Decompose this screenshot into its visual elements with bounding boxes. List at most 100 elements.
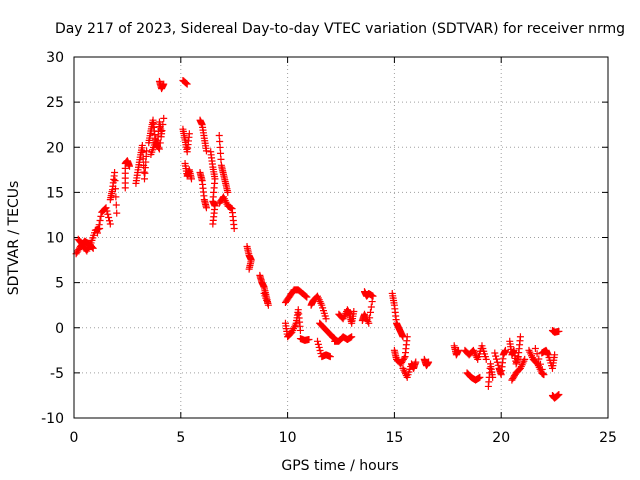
data-point	[314, 340, 322, 348]
data-point	[96, 217, 104, 225]
data-point	[185, 130, 193, 138]
plot-frame	[73, 56, 609, 419]
data-point	[296, 326, 304, 334]
data-point	[516, 333, 524, 341]
data-point	[224, 188, 232, 196]
data-point	[158, 127, 166, 135]
data-point	[215, 132, 223, 140]
data-point	[155, 145, 163, 153]
data-point	[326, 353, 334, 361]
y-tick-label: -5	[50, 366, 64, 382]
data-point	[305, 335, 313, 343]
data-point	[400, 354, 408, 362]
data-point	[182, 79, 190, 87]
data-point	[482, 355, 490, 363]
x-tick-label: 0	[70, 430, 79, 446]
data-points	[72, 76, 563, 402]
data-point	[315, 343, 323, 351]
data-point	[85, 242, 93, 250]
x-tick-label: 15	[385, 430, 403, 446]
data-point	[202, 147, 210, 155]
data-point	[160, 80, 168, 88]
data-point	[138, 141, 146, 149]
data-point	[454, 346, 462, 354]
x-tick-label: 20	[492, 430, 510, 446]
data-point	[85, 244, 93, 252]
data-point	[489, 373, 497, 381]
data-point	[111, 177, 119, 185]
data-point	[157, 133, 165, 141]
y-axis-label: SDTVAR / TECUs	[6, 181, 22, 296]
data-point	[95, 221, 103, 229]
data-point	[538, 365, 546, 373]
data-point	[83, 247, 91, 255]
data-point	[501, 346, 509, 354]
data-point	[86, 241, 94, 249]
data-point	[531, 345, 539, 353]
data-point	[230, 224, 238, 232]
data-point	[143, 147, 151, 155]
data-point	[348, 333, 356, 341]
tick-labels: 0 5 10 15 20 25 -10 -5 0 5 10 15 20 25 30	[41, 50, 617, 446]
x-tick-label: 10	[279, 430, 297, 446]
x-tick-label: 25	[599, 430, 617, 446]
data-point	[93, 229, 101, 237]
data-point	[535, 355, 543, 363]
data-point	[97, 212, 105, 220]
data-point	[106, 220, 114, 228]
data-point	[112, 193, 120, 201]
data-point	[104, 210, 112, 218]
data-point	[493, 355, 501, 363]
data-point	[521, 355, 529, 363]
data-point	[555, 391, 563, 399]
y-tick-label: 25	[46, 95, 64, 111]
data-point	[105, 213, 113, 221]
y-tick-label: 5	[55, 276, 64, 292]
data-point	[216, 143, 224, 151]
data-point	[366, 308, 374, 316]
data-point	[302, 292, 310, 300]
data-point	[540, 371, 548, 379]
data-point	[425, 358, 433, 366]
data-point	[126, 162, 134, 170]
data-point	[139, 148, 147, 156]
data-point	[102, 204, 110, 212]
x-tick-label: 5	[176, 430, 185, 446]
chart-title: Day 217 of 2023, Sidereal Day-to-day VTE…	[55, 21, 625, 37]
data-point	[322, 315, 330, 323]
data-point	[369, 292, 377, 300]
data-point	[350, 308, 358, 316]
data-point	[155, 144, 163, 152]
y-tick-label: 15	[46, 185, 64, 201]
data-point	[217, 155, 225, 163]
data-point	[217, 149, 225, 157]
data-point	[476, 373, 484, 381]
data-point	[551, 351, 559, 359]
y-tick-label: -10	[41, 411, 64, 427]
data-point	[209, 220, 217, 228]
data-point	[303, 293, 311, 301]
data-point	[403, 333, 411, 341]
data-point	[301, 292, 309, 300]
data-point	[533, 350, 541, 358]
data-point	[494, 361, 502, 369]
data-point	[84, 245, 92, 253]
data-point	[112, 201, 120, 209]
data-point	[160, 114, 168, 122]
y-tick-label: 30	[46, 50, 64, 66]
data-point	[181, 79, 189, 87]
data-point	[103, 207, 111, 215]
data-point	[111, 185, 119, 193]
data-point	[555, 327, 563, 335]
data-point	[202, 204, 210, 212]
data-point	[156, 139, 164, 147]
y-tick-label: 0	[55, 321, 64, 337]
data-point	[113, 209, 121, 217]
data-point	[183, 80, 191, 88]
data-point	[491, 349, 499, 357]
x-axis-label: GPS time / hours	[281, 458, 398, 474]
data-point	[537, 360, 545, 368]
data-point	[367, 303, 375, 311]
